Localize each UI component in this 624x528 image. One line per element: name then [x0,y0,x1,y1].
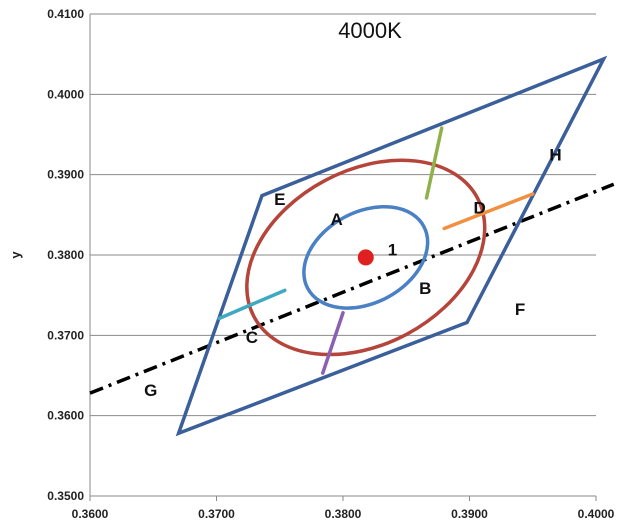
region-label-f: F [515,300,525,319]
y-tick-label: 0.3700 [47,328,84,342]
y-tick-label: 0.3800 [47,248,84,262]
grid-lines [89,13,597,501]
y-tick-label: 0.4100 [47,7,84,21]
y-tick-label: 0.3600 [47,409,84,423]
y-tick-label: 0.3500 [47,489,84,503]
outer-ellipse [245,158,487,357]
x-tick-label: 0.3800 [325,507,362,521]
x-tick-label: 0.4000 [578,507,615,521]
ansi-quadrangle [175,55,608,437]
region-label-g: G [144,381,157,400]
divider-segment-3 [321,311,345,375]
divider-segment-2 [217,288,287,321]
divider-segment-1 [442,192,535,231]
chart-title: 4000K [338,18,402,43]
center-point-label: 1 [388,240,397,259]
x-tick-label: 0.3600 [72,507,109,521]
center-point [357,249,374,266]
x-tick-label: 0.3700 [198,507,235,521]
y-tick-label: 0.4000 [47,87,84,101]
blackbody-locus-line [89,182,615,395]
tick-labels: 0.3500 0.3600 0.3700 0.3800 0.3900 0.4000 0.41… [47,7,614,521]
divider-segment-0 [424,126,444,200]
y-tick-label: 0.3900 [47,168,84,182]
region-label-e: E [274,190,285,209]
inner-ellipse [302,204,430,310]
x-tick-label: 0.3900 [451,507,488,521]
region-label-a: A [331,210,343,229]
region-label-d: D [473,199,485,218]
chart-shapes [89,55,615,437]
region-label-h: H [549,146,561,165]
region-labels: 1 A B C D E F G H [144,146,562,400]
y-axis-label: y [8,251,23,259]
region-label-b: B [419,279,431,298]
region-label-c: C [246,328,258,347]
